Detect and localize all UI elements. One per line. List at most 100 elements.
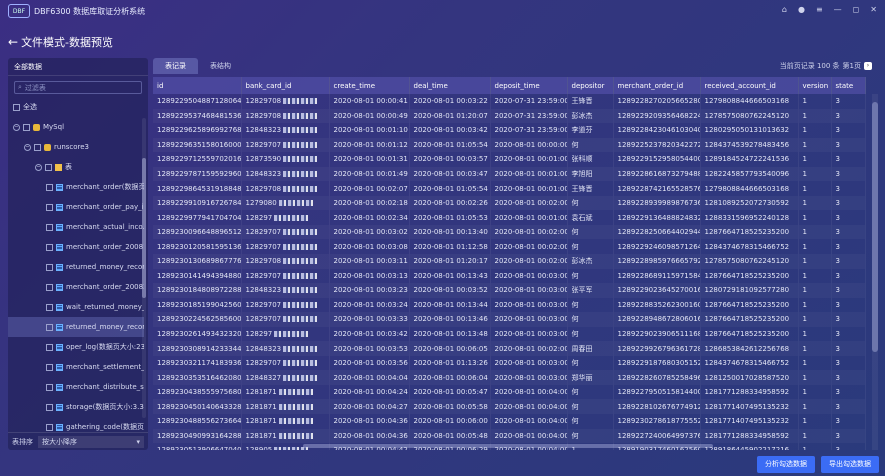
tree-node[interactable]: gathering_code(数据页... (8, 417, 144, 431)
minimize-icon[interactable]: — (833, 5, 842, 14)
tree-node[interactable]: merchant_distribute_s... (8, 377, 144, 397)
column-header[interactable]: deal_time (409, 77, 491, 94)
sidebar-scrollbar[interactable] (142, 118, 146, 418)
table-row[interactable]: 1289230438555975680 1281871 2020-08-01 00:… (153, 384, 866, 400)
tree-node[interactable]: oper_log(数据页大小:23... (8, 337, 144, 357)
table-row[interactable]: 1289230488556273664 1281871 2020-08-01 00:… (153, 414, 866, 429)
tree-node[interactable]: merchant_order_20082... (8, 277, 144, 297)
sort-select[interactable]: 按大小降序 ▾ (38, 435, 144, 448)
tab-structure[interactable]: 表结构 (210, 62, 231, 70)
column-header[interactable]: deposit_time (490, 77, 568, 94)
cell-value: 3 (835, 315, 840, 324)
column-header[interactable]: merchant_order_id (613, 77, 701, 94)
maximize-icon[interactable]: ◻ (852, 5, 860, 14)
search-input[interactable]: ⌕ 过滤表 (14, 81, 142, 94)
table-row[interactable]: 1289230141494394880 12829707 2020-08-01 00… (153, 268, 866, 284)
table-row[interactable]: 1289230130689867776 12829708 2020-08-01 00… (153, 254, 866, 269)
table-row[interactable]: 1289230490993164288 1281871 2020-08-01 00:… (153, 428, 866, 444)
close-icon[interactable]: ✕ (870, 5, 877, 14)
table-row[interactable]: 1289229910916726784 1279080 2020-08-01 00:… (153, 195, 866, 211)
table-row[interactable]: 1289230185199042560 12829707 2020-08-01 00… (153, 297, 866, 313)
tree-node[interactable]: − MySql (8, 117, 144, 137)
table-row[interactable]: 1289229504887128064 12829708 2020-08-01 00… (153, 94, 866, 109)
cell-value: 2020-08-01 00:02:07 (333, 184, 408, 193)
table-cell: 12829708 (241, 94, 330, 109)
node-checkbox[interactable] (46, 183, 53, 191)
tab-records[interactable]: 表记录 (153, 58, 198, 74)
column-header[interactable]: depositor (567, 77, 614, 94)
node-checkbox[interactable] (46, 243, 53, 251)
column-header[interactable]: bank_card_id (241, 77, 330, 94)
menu-icon[interactable]: ≡ (815, 5, 823, 14)
table-row[interactable]: 1289229537468481536 12829708 2020-08-01 00… (153, 108, 866, 124)
next-page-button[interactable]: › (864, 62, 872, 70)
node-checkbox[interactable] (45, 163, 52, 171)
collapse-toggle-icon[interactable]: − (13, 123, 20, 131)
column-header[interactable]: received_account_id (700, 77, 799, 94)
node-checkbox[interactable] (46, 223, 53, 231)
node-checkbox[interactable] (46, 303, 53, 311)
table-row[interactable]: 1289230321174183936 12829707 2020-08-01 00… (153, 355, 866, 371)
tree-node[interactable]: merchant_order_20081... (8, 237, 144, 257)
node-checkbox[interactable] (46, 423, 53, 431)
table-row[interactable]: 1289229787159592960 12848323 2020-08-01 00… (153, 166, 866, 182)
table-row[interactable]: 1289229977941704704 128297 2020-08-01 00:0… (153, 210, 866, 225)
tree-node[interactable]: merchant_settlement_r... (8, 357, 144, 377)
table-row[interactable]: 1289229635158016000 12829707 2020-08-01 00… (153, 137, 866, 153)
tree-node[interactable]: 全选 (8, 97, 144, 117)
table-row[interactable]: 1289230184808972288 12848323 2020-08-01 00… (153, 283, 866, 298)
node-checkbox[interactable] (46, 323, 53, 331)
table-vertical-scrollbar[interactable] (872, 94, 878, 450)
back-arrow-icon[interactable]: ← (8, 35, 19, 49)
collapse-toggle-icon[interactable]: − (35, 163, 42, 171)
tree-node[interactable]: wait_returned_money_... (8, 297, 144, 317)
table-row[interactable]: 1289229712559702016 12873590 2020-08-01 00… (153, 152, 866, 167)
node-checkbox[interactable] (46, 283, 53, 291)
tree-node[interactable]: merchant_order(数据页... (8, 177, 144, 197)
column-header[interactable]: version (798, 77, 832, 94)
table-row[interactable]: 1289230120581595136 12829707 2020-08-01 00… (153, 239, 866, 255)
node-checkbox[interactable] (34, 143, 41, 151)
column-header[interactable]: id (153, 77, 242, 94)
table-row[interactable]: 1289229625896992768 12848323 2020-08-01 00… (153, 123, 866, 138)
table-row[interactable]: 1289230353516462080 12848327 2020-08-01 00… (153, 370, 866, 385)
table-cell: 3 (831, 414, 866, 429)
table-horizontal-scrollbar[interactable] (153, 444, 865, 449)
export-selected-button[interactable]: 导出勾选数据 (821, 456, 879, 473)
table-row[interactable]: 1289230513906647040 128905 2020-08-01 00:0… (153, 443, 866, 450)
node-checkbox[interactable] (46, 403, 53, 411)
column-header[interactable]: create_time (329, 77, 410, 94)
tree-node[interactable]: merchant_order_pay_i... (8, 197, 144, 217)
user-icon[interactable]: ● (797, 5, 805, 14)
node-checkbox[interactable] (23, 123, 30, 131)
table-cell: 1 (798, 137, 832, 153)
tree-node[interactable]: returned_money_recor... (8, 257, 144, 277)
cell-value: 1 (802, 155, 807, 164)
tree-node[interactable]: storage(数据页大小:3.3... (8, 397, 144, 417)
node-checkbox[interactable] (46, 363, 53, 371)
collapse-toggle-icon[interactable]: − (24, 143, 31, 151)
node-checkbox[interactable] (46, 343, 53, 351)
table-row[interactable]: 1289230224562585600 12829707 2020-08-01 00… (153, 312, 866, 327)
cell-value: 2020-08-01 00:13:46 (413, 315, 488, 324)
table-cell: 1279808844666503168 (700, 94, 799, 109)
table-row[interactable]: 1289229864531918848 12829708 2020-08-01 00… (153, 181, 866, 196)
node-checkbox[interactable] (13, 103, 20, 111)
tree-node[interactable]: returned_money_recor... (8, 317, 144, 337)
table-row[interactable]: 1289230261493432320 128297 2020-08-01 00:0… (153, 326, 866, 342)
node-checkbox[interactable] (46, 263, 53, 271)
node-checkbox[interactable] (46, 383, 53, 391)
cell-value: 1 (802, 242, 807, 251)
node-checkbox[interactable] (46, 203, 53, 211)
table-cell: 2020-08-01 00:04:36 (329, 414, 410, 429)
column-header[interactable]: state (831, 77, 866, 94)
tree-node[interactable]: − 表 (8, 157, 144, 177)
table-row[interactable]: 1289230096648896512 12829707 2020-08-01 00… (153, 224, 866, 240)
table-row[interactable]: 1289230450140643328 1281871 2020-08-01 00:… (153, 399, 866, 415)
analyze-selected-button[interactable]: 分析勾选数据 (757, 456, 815, 473)
home-icon[interactable]: ⌂ (781, 5, 787, 14)
tree-node[interactable]: − runscore3 (8, 137, 144, 157)
table-row[interactable]: 1289230308914233344 12848323 2020-08-01 00… (153, 341, 866, 356)
tree-node[interactable]: merchant_actual_inco... (8, 217, 144, 237)
cell-value: 2020-08-01 00:13:48 (413, 330, 488, 339)
